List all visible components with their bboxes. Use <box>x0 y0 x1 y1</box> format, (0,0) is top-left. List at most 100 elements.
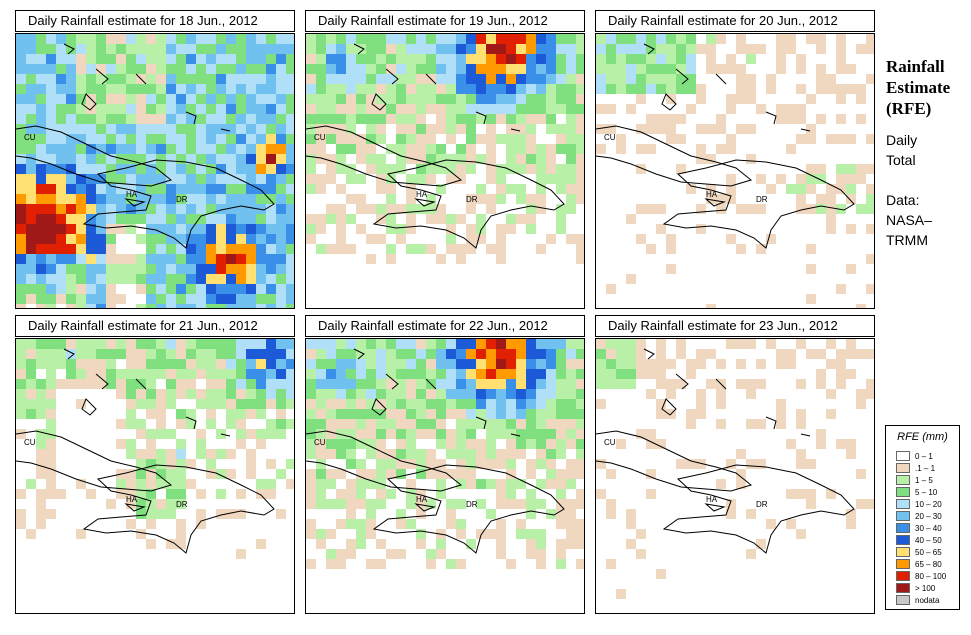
rain-cell <box>26 54 36 64</box>
rain-cell <box>486 389 496 399</box>
rain-cell <box>436 479 446 489</box>
rain-cell <box>816 379 826 389</box>
rain-cell <box>356 489 366 499</box>
rain-cell <box>46 469 56 479</box>
rain-cell <box>716 114 726 124</box>
rain-cell <box>376 339 386 349</box>
rain-cell <box>76 144 86 154</box>
rain-cell <box>316 469 326 479</box>
rain-cell <box>866 389 874 399</box>
rain-cell <box>126 174 136 184</box>
rain-cell <box>266 379 276 389</box>
rain-cell <box>16 509 26 519</box>
rain-cell <box>356 349 366 359</box>
rain-cell <box>276 114 286 124</box>
rain-cell <box>76 349 86 359</box>
rain-cell <box>486 339 496 349</box>
rain-cell <box>266 154 276 164</box>
rain-cell <box>366 509 376 519</box>
rain-cell <box>806 499 816 509</box>
rain-cell <box>316 489 326 499</box>
rain-cell <box>146 174 156 184</box>
panel-title: Daily Rainfall estimate for 20 Jun., 201… <box>595 10 875 32</box>
rain-cell <box>506 489 516 499</box>
rain-cell <box>146 489 156 499</box>
rain-cell <box>796 84 806 94</box>
rain-cell <box>126 74 136 84</box>
rain-cell <box>346 44 356 54</box>
rain-cell <box>46 489 56 499</box>
rain-cell <box>116 439 126 449</box>
coastline <box>306 125 463 187</box>
rain-cell <box>656 569 666 579</box>
coastline <box>135 378 147 390</box>
rain-cell <box>556 399 566 409</box>
rain-cell <box>516 369 526 379</box>
country-label: HA <box>706 495 718 504</box>
rain-cell <box>276 104 286 114</box>
rain-cell <box>116 204 126 214</box>
rain-cell <box>816 84 826 94</box>
rain-cell <box>36 144 46 154</box>
rain-cell <box>256 304 266 308</box>
rain-cell <box>576 369 584 379</box>
rain-cell <box>76 64 86 74</box>
rain-cell <box>446 359 456 369</box>
rain-cell <box>186 304 196 308</box>
rain-cell <box>86 294 96 304</box>
rain-cell <box>486 104 496 114</box>
rain-cell <box>76 184 86 194</box>
coastline <box>662 464 855 554</box>
rain-cell <box>276 134 286 144</box>
rain-cell <box>356 409 366 419</box>
rain-cell <box>166 74 176 84</box>
rain-cell <box>356 359 366 369</box>
rain-cell <box>566 339 576 349</box>
rain-cell <box>746 94 756 104</box>
coastline <box>414 198 436 207</box>
rain-cell <box>106 499 116 509</box>
rain-cell <box>56 154 66 164</box>
rain-cell <box>606 84 616 94</box>
rain-cell <box>286 154 294 164</box>
rain-cell <box>116 379 126 389</box>
rain-cell <box>276 369 286 379</box>
rain-cell <box>266 104 276 114</box>
rain-cell <box>86 204 96 214</box>
rain-cell <box>96 224 106 234</box>
rain-cell <box>316 124 326 134</box>
rain-cell <box>506 44 516 54</box>
rain-cell <box>696 44 706 54</box>
rain-cell <box>206 134 216 144</box>
rain-cell <box>76 94 86 104</box>
rain-cell <box>186 264 196 274</box>
rain-cell <box>146 94 156 104</box>
rain-cell <box>496 64 506 74</box>
rain-cell <box>46 84 56 94</box>
rain-cell <box>206 399 216 409</box>
rain-cell <box>196 194 206 204</box>
rain-cell <box>336 214 346 224</box>
coastline <box>661 398 677 416</box>
rain-cell <box>186 369 196 379</box>
rain-cell <box>536 359 546 369</box>
rain-cell <box>566 509 576 519</box>
rain-cell <box>46 284 56 294</box>
legend-label: 30 – 40 <box>915 523 942 533</box>
rain-cell <box>206 154 216 164</box>
rain-cell <box>456 469 466 479</box>
rain-cell <box>126 224 136 234</box>
rain-cell <box>86 114 96 124</box>
rain-cell <box>476 74 486 84</box>
rain-cell <box>556 104 566 114</box>
rain-cell <box>256 174 266 184</box>
rain-cell <box>196 389 206 399</box>
rain-cell <box>776 54 786 64</box>
rain-cell <box>836 349 846 359</box>
rain-cell <box>566 194 576 204</box>
rain-cell <box>136 154 146 164</box>
rain-cell <box>576 234 584 244</box>
rain-cell <box>706 34 716 44</box>
rain-cell <box>266 184 276 194</box>
rain-cell <box>366 154 376 164</box>
